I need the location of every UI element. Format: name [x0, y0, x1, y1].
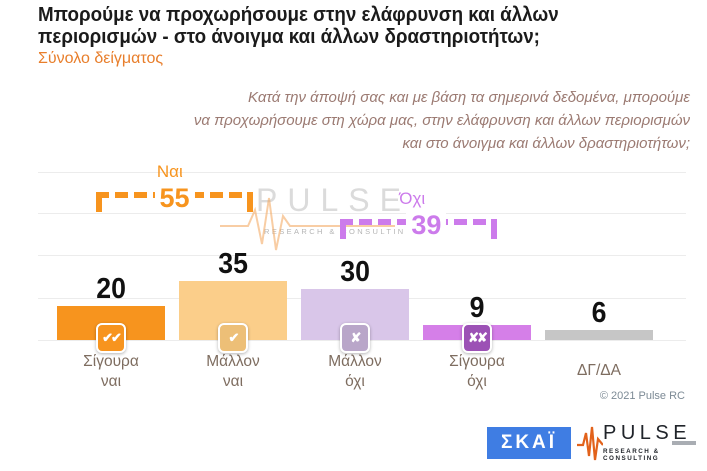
yes-group-bracket: Ναι 55: [96, 162, 253, 218]
no-bracket-left-tick: [340, 219, 346, 239]
gridline-100: [38, 172, 686, 173]
bar-column-dgda: 6: [545, 296, 653, 340]
category-line: όχι: [345, 373, 365, 390]
bar-value-label: 9: [469, 291, 485, 324]
yes-group-label: Ναι: [156, 162, 183, 181]
page-title: Μπορούμε να προχωρήσουμε στην ελάφρυνση …: [38, 4, 658, 48]
category-line: όχι: [467, 373, 487, 390]
category-label-sigoura-nai: Σίγουρα ναι: [57, 352, 165, 392]
survey-question: Κατά την άποψή σας και με βάση τα σημερι…: [160, 86, 690, 155]
gridline-50: [38, 255, 686, 256]
category-line: Σίγουρα: [83, 353, 139, 370]
category-line: ναι: [222, 373, 244, 390]
category-line: Σίγουρα: [449, 353, 505, 370]
no-group-value: 39: [406, 212, 447, 239]
title-line-2: περιορισμών - στο άνοιγμα και άλλων δρασ…: [38, 26, 540, 48]
no-bracket-right-tick: [491, 219, 497, 239]
question-line-3: και στο άνοιγμα και άλλων δραστηριοτήτων…: [402, 135, 690, 152]
pulse-logo-submark: [672, 441, 696, 445]
watermark-tagline: RESEARCH & CONSULTING: [264, 227, 414, 236]
check-icon: ✔: [218, 323, 248, 353]
copyright-text: © 2021 Pulse RC: [599, 390, 685, 402]
category-line: ΔΓ/ΔΑ: [577, 362, 621, 379]
pulse-logo-text: PULSE: [603, 422, 692, 444]
no-group-bracket: Όχι 39: [340, 189, 497, 245]
bar-column-mallon-nai: 35: [179, 247, 287, 340]
yes-bracket-right-tick: [247, 192, 253, 212]
category-label-dgda: ΔΓ/ΔΑ: [545, 352, 653, 381]
category-line: Μάλλον: [206, 353, 260, 370]
bar-value-label: 30: [340, 256, 370, 288]
no-group-label: Όχι: [399, 189, 426, 208]
sample-subtitle: Σύνολο δείγματος: [38, 50, 164, 67]
double-check-icon: ✔✔: [96, 323, 126, 353]
pulse-logo-tagline: RESEARCH & CONSULTING: [603, 448, 660, 462]
bar-value-label: 20: [96, 273, 126, 305]
category-label-mallon-nai: Μάλλον ναι: [179, 352, 287, 392]
title-line-1: Μπορούμε να προχωρήσουμε στην ελάφρυνση …: [38, 4, 559, 26]
double-cross-icon: ✘✘: [462, 323, 492, 353]
bar-value-label: 6: [591, 296, 607, 329]
category-label-mallon-ochi: Μάλλον όχι: [301, 352, 409, 392]
category-line: Μάλλον: [328, 353, 382, 370]
bar-value-label: 35: [218, 247, 248, 280]
gridline-75: [38, 213, 686, 214]
question-line-1: Κατά την άποψή σας και με βάση τα σημερι…: [248, 89, 690, 106]
cross-icon: ✘: [340, 323, 370, 353]
pulse-logo-wave-icon: [577, 426, 603, 461]
yes-bracket-left-tick: [96, 192, 102, 212]
category-line: ναι: [100, 373, 122, 390]
bar-dgda: [545, 329, 653, 340]
watermark-brand: PULSE: [256, 182, 411, 218]
watermark-pulse-wave-icon: [220, 197, 395, 251]
skai-logo: ΣΚΑΪ: [487, 427, 571, 459]
category-label-sigoura-ochi: Σίγουρα όχι: [423, 352, 531, 392]
yes-group-value: 55: [154, 185, 195, 212]
question-line-2: να προχωρήσουμε στη χώρα μας, στην ελάφρ…: [193, 112, 690, 129]
